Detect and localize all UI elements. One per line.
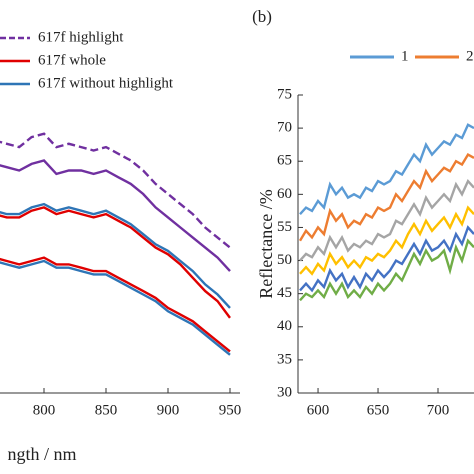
panel-label: (b) (252, 7, 272, 26)
x-tick-label: 650 (367, 402, 390, 418)
y-tick-label: 60 (277, 186, 292, 202)
legend-label: 1 (401, 48, 409, 64)
series-line (0, 202, 231, 309)
x-tick-label: 950 (219, 402, 242, 418)
plot-area (298, 123, 474, 302)
legend-label: 617f highlight (38, 29, 124, 45)
series-line (299, 178, 474, 262)
x-tick-label: 800 (33, 402, 56, 418)
series-line (299, 123, 474, 216)
series-line (0, 206, 231, 319)
y-tick-label: 40 (277, 318, 292, 334)
y-tick-label: 55 (277, 219, 292, 235)
y-tick-label: 45 (277, 285, 292, 301)
y-tick-label: 75 (277, 86, 292, 102)
series-line (299, 205, 474, 276)
y-tick-label: 65 (277, 153, 292, 169)
legend-label: 2 (466, 48, 474, 64)
y-tick-label: 35 (277, 351, 292, 367)
x-tick-label: 850 (95, 402, 118, 418)
series-line (299, 238, 474, 302)
series-line (0, 256, 231, 353)
series-line (0, 132, 231, 249)
y-tick-label: 70 (277, 120, 292, 136)
x-tick-label: 700 (427, 402, 450, 418)
series-line (298, 152, 474, 242)
y-tick-label: 30 (277, 384, 292, 400)
x-tick-label: 600 (307, 402, 330, 418)
plot-area (0, 132, 231, 356)
x-axis-label: ngth / nm (7, 444, 76, 464)
x-tick-label: 900 (157, 402, 180, 418)
legend-label: 617f whole (38, 52, 106, 68)
series-line (0, 259, 231, 356)
y-tick-label: 50 (277, 252, 292, 268)
series-line (299, 225, 474, 293)
legend-label: 617f without highlight (38, 75, 174, 91)
y-axis-label: Reflectance /% (256, 189, 276, 298)
series-line (0, 159, 231, 272)
